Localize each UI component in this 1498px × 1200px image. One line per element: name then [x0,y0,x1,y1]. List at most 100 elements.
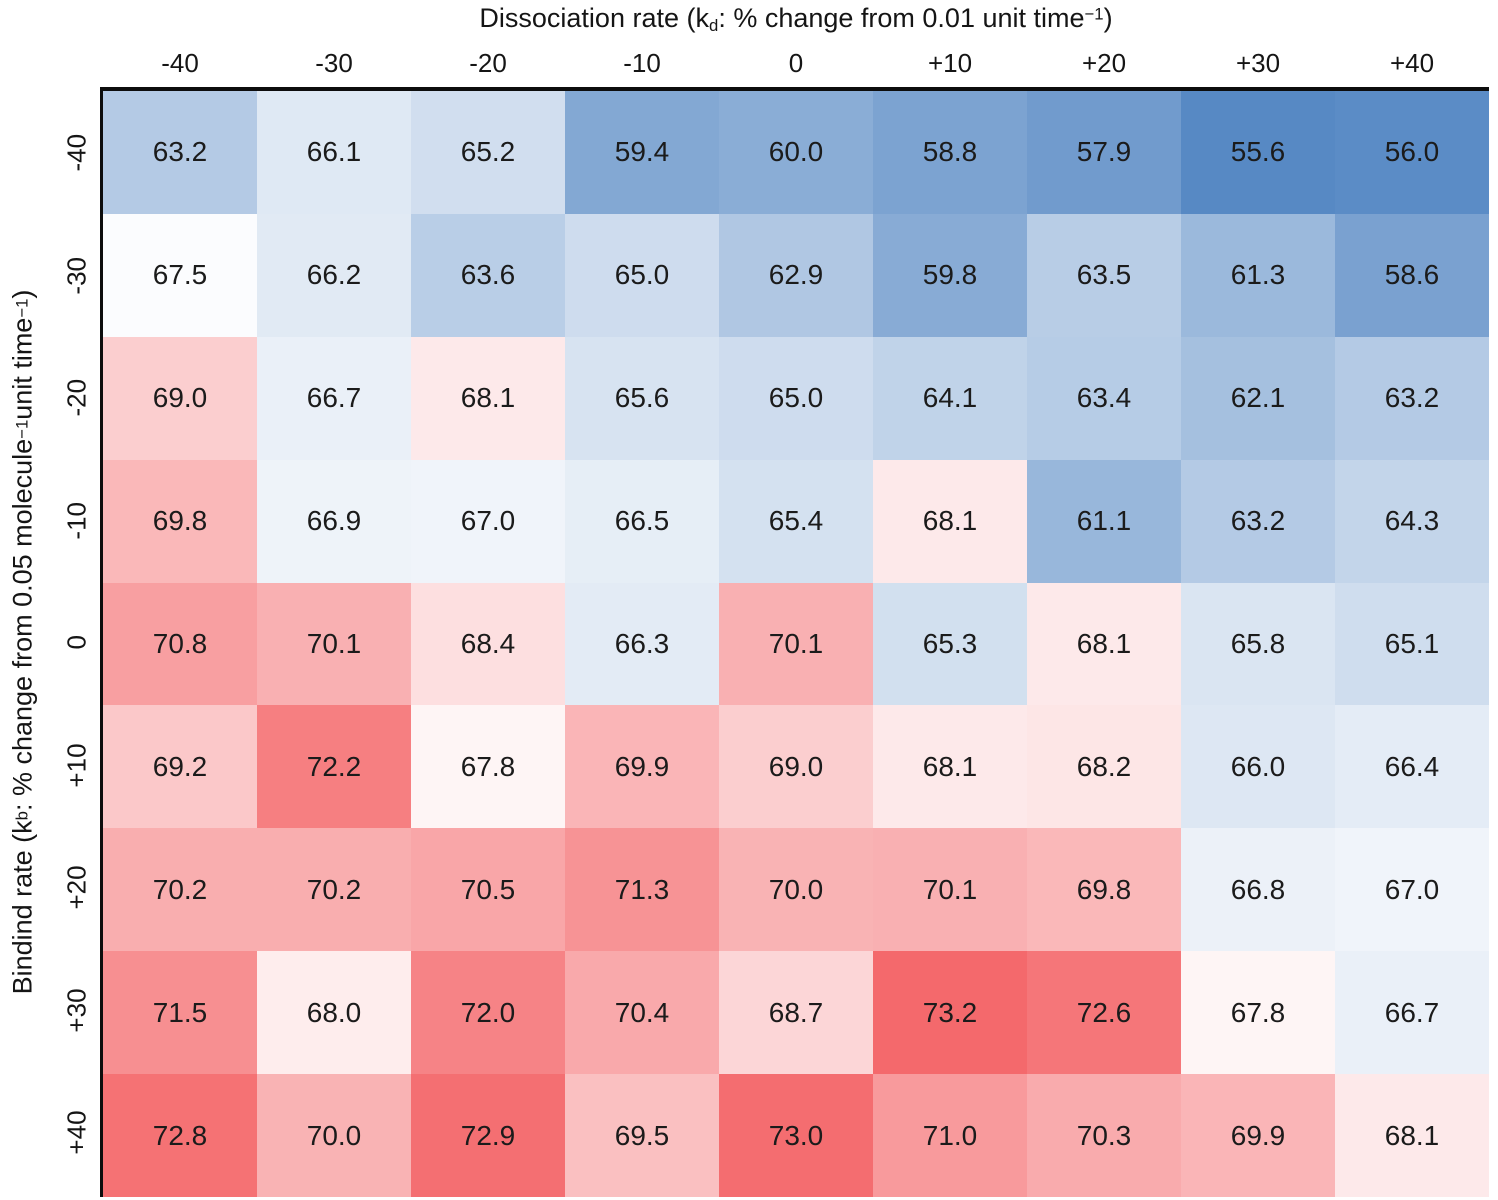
y-tick-label: 0 [61,635,92,650]
heatmap-cell: 68.4 [411,582,565,706]
heatmap-cell: 63.6 [411,213,565,337]
heatmap-cell: 63.2 [1181,459,1335,583]
heatmap-cell: 70.2 [257,828,411,952]
heatmap-cell: 67.0 [411,459,565,583]
heatmap-cell: 69.9 [1181,1074,1335,1197]
y-axis-title-text: ) [7,289,37,299]
heatmap-cell: 66.5 [565,459,719,583]
heatmap-cell: 66.8 [1181,828,1335,952]
heatmap-cell: 70.1 [257,582,411,706]
heatmap-cell: 69.0 [103,336,257,460]
heatmap-cell: 70.8 [103,582,257,706]
heatmap-cell: 65.6 [565,336,719,460]
heatmap-cell: 69.2 [103,705,257,829]
x-tick-label: -10 [623,47,661,78]
heatmap-cell: 65.8 [1181,582,1335,706]
x-tick-label: -20 [469,47,507,78]
heatmap-cell: 70.1 [719,582,873,706]
x-tick-label: +30 [1235,47,1281,78]
heatmap-cell: 67.8 [411,705,565,829]
heatmap-cell: 68.0 [257,951,411,1075]
heatmap-cell: 69.8 [1027,828,1181,952]
heatmap-cell: 69.8 [103,459,257,583]
y-tick-label: +10 [61,743,92,788]
heatmap-cell: 66.3 [565,582,719,706]
x-axis-title-superscript: −1 [1084,4,1104,24]
heatmap-cell: 62.9 [719,213,873,337]
y-tick-label: -30 [61,256,92,294]
heatmap-cell: 72.6 [1027,951,1181,1075]
heatmap-grid: 63.2 66.1 65.2 59.4 60.0 58.8 57.9 55.6 56.0 67.5… [103,91,1489,1197]
heatmap-cell: 70.1 [873,828,1027,952]
heatmap-cell: 70.0 [719,828,873,952]
heatmap-cell: 57.9 [1027,91,1181,214]
heatmap-plot-area: 63.2 66.1 65.2 59.4 60.0 58.8 57.9 55.6 56.0 67.5… [100,87,1489,1197]
heatmap-cell: 63.2 [1335,336,1489,460]
heatmap-cell: 64.3 [1335,459,1489,583]
heatmap-cell: 66.0 [1181,705,1335,829]
heatmap-cell: 73.2 [873,951,1027,1075]
heatmap-cell: 69.0 [719,705,873,829]
heatmap-cell: 70.2 [103,828,257,952]
heatmap-cell: 65.0 [719,336,873,460]
heatmap-cell: 68.1 [1335,1074,1489,1197]
heatmap-cell: 65.0 [565,213,719,337]
heatmap-cell: 67.8 [1181,951,1335,1075]
x-tick-label: -30 [315,47,353,78]
heatmap-cell: 65.2 [411,91,565,214]
x-axis-ticks: -40 -30 -20 -10 0 +10 +20 +30 +40 [103,42,1489,84]
x-axis-title-text: : % change from 0.01 unit time [718,3,1085,33]
y-axis-title-text: : % change from 0.05 molecule [7,438,37,812]
heatmap-cell: 66.2 [257,213,411,337]
x-tick-label: -40 [161,47,199,78]
y-tick-label: +30 [61,988,92,1033]
heatmap-cell: 59.8 [873,213,1027,337]
y-axis-title-text: unit time [7,317,37,420]
y-tick-label: -40 [61,133,92,172]
heatmap-cell: 55.6 [1181,91,1335,214]
heatmap-cell: 62.1 [1181,336,1335,460]
heatmap-cell: 69.9 [565,705,719,829]
heatmap-cell: 70.4 [565,951,719,1075]
y-axis-title-superscript: −1 [12,298,32,318]
heatmap-cell: 65.3 [873,582,1027,706]
heatmap-cell: 72.9 [411,1074,565,1197]
x-axis-title-subscript: d [709,16,719,36]
heatmap-cell: 71.0 [873,1074,1027,1197]
y-axis-title-text: Bindind rate (k [7,820,37,995]
x-tick-label: +20 [1081,47,1127,78]
heatmap-cell: 72.8 [103,1074,257,1197]
y-tick-label: +20 [61,865,92,910]
y-axis-title-subscript: b [12,811,32,821]
y-axis-ticks: -40 -30 -20 -10 0 +10 +20 +30 +40 [56,91,98,1194]
heatmap-cell: 65.4 [719,459,873,583]
heatmap-cell: 63.5 [1027,213,1181,337]
y-axis-title-superscript: −1 [12,419,32,439]
heatmap-cell: 73.0 [719,1074,873,1197]
heatmap-cell: 56.0 [1335,91,1489,214]
heatmap-cell: 59.4 [565,91,719,214]
x-axis-title: Dissociation rate (kd: % change from 0.0… [103,3,1489,36]
heatmap-cell: 68.2 [1027,705,1181,829]
heatmap-cell: 68.1 [1027,582,1181,706]
heatmap-cell: 60.0 [719,91,873,214]
heatmap-cell: 70.0 [257,1074,411,1197]
x-axis-title-text: ) [1103,3,1113,33]
heatmap-cell: 72.2 [257,705,411,829]
heatmap-cell: 61.1 [1027,459,1181,583]
heatmap-cell: 66.7 [1335,951,1489,1075]
heatmap-cell: 69.5 [565,1074,719,1197]
heatmap-cell: 58.6 [1335,213,1489,337]
heatmap-cell: 68.7 [719,951,873,1075]
y-tick-label: +40 [61,1110,92,1155]
heatmap-cell: 67.0 [1335,828,1489,952]
heatmap-cell: 63.2 [103,91,257,214]
heatmap-cell: 64.1 [873,336,1027,460]
heatmap-cell: 66.9 [257,459,411,583]
heatmap-cell: 68.1 [873,705,1027,829]
heatmap-cell: 70.3 [1027,1074,1181,1197]
x-tick-label: +40 [1389,47,1435,78]
heatmap-cell: 63.4 [1027,336,1181,460]
heatmap-cell: 68.1 [873,459,1027,583]
